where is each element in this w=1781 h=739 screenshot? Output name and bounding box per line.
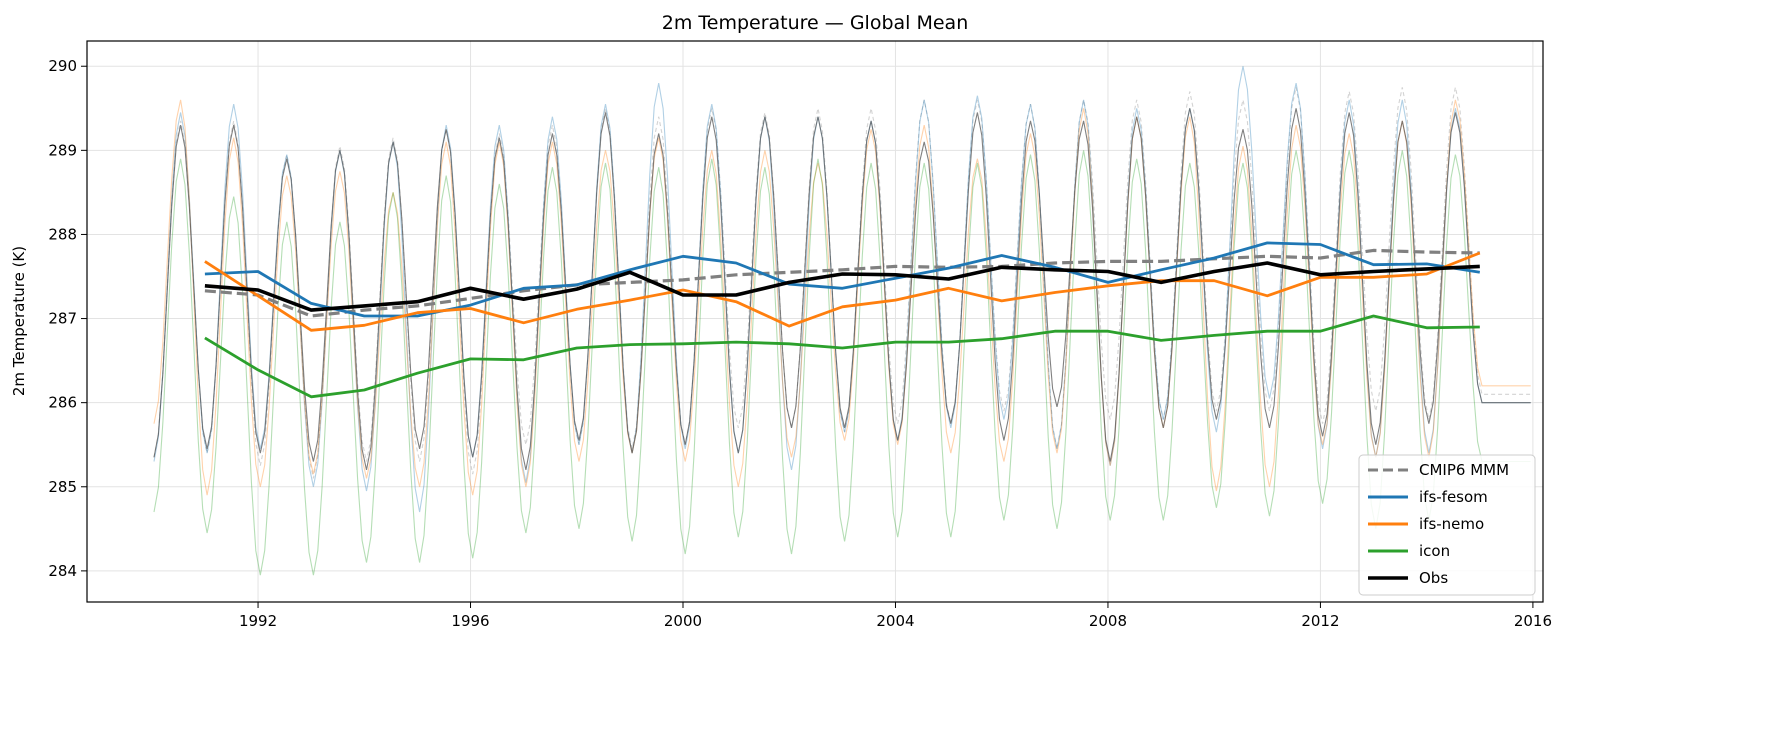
- axis-ticks: 1992 1996 2000 2004 2008 2012 2016 284 285 286 287…: [48, 57, 1552, 630]
- annual-line-cmip6-mmm: [204, 248, 1480, 318]
- annual-line-icon: [204, 314, 1480, 399]
- annual-series: [204, 241, 1481, 399]
- legend: CMIP6 MMM ifs-fesom ifs-nemo icon Obs: [1358, 454, 1536, 596]
- grid: [87, 41, 1543, 602]
- annual-line-ifs-fesom: [204, 241, 1481, 318]
- legend-label-icon: icon: [1419, 542, 1450, 560]
- chart-title: 2m Temperature — Global Mean: [662, 12, 969, 34]
- x-tick-label: 2008: [1089, 612, 1127, 630]
- legend-box: [1358, 454, 1536, 596]
- legend-label-ifs-fesom: ifs-fesom: [1419, 488, 1488, 506]
- x-tick-label: 2016: [1514, 612, 1552, 630]
- y-tick-label: 287: [48, 310, 77, 328]
- x-tick-label: 2000: [664, 612, 702, 630]
- monthly-line-icon: [153, 150, 1531, 576]
- annual-line-obs: [204, 261, 1480, 312]
- monthly-line-obs: [153, 108, 1531, 471]
- legend-label-cmip6-mmm: CMIP6 MMM: [1419, 461, 1509, 479]
- legend-label-ifs-nemo: ifs-nemo: [1419, 515, 1484, 533]
- y-tick-label: 288: [48, 225, 77, 243]
- y-axis-label: 2m Temperature (K): [10, 246, 28, 396]
- y-tick-label: 286: [48, 394, 77, 412]
- monthly-series: [153, 66, 1531, 576]
- legend-label-obs: Obs: [1419, 569, 1448, 587]
- annual-line-ifs-nemo: [204, 251, 1481, 332]
- monthly-line-ifs-nemo: [153, 99, 1531, 496]
- x-tick-label: 1996: [451, 612, 489, 630]
- x-tick-label: 2004: [876, 612, 914, 630]
- y-tick-label: 289: [48, 141, 77, 159]
- x-tick-label: 2012: [1301, 612, 1339, 630]
- x-tick-label: 1992: [239, 612, 277, 630]
- plot-frame: [86, 40, 1544, 603]
- y-tick-label: 284: [48, 562, 77, 580]
- y-tick-label: 290: [48, 57, 77, 75]
- y-tick-label: 285: [48, 478, 77, 496]
